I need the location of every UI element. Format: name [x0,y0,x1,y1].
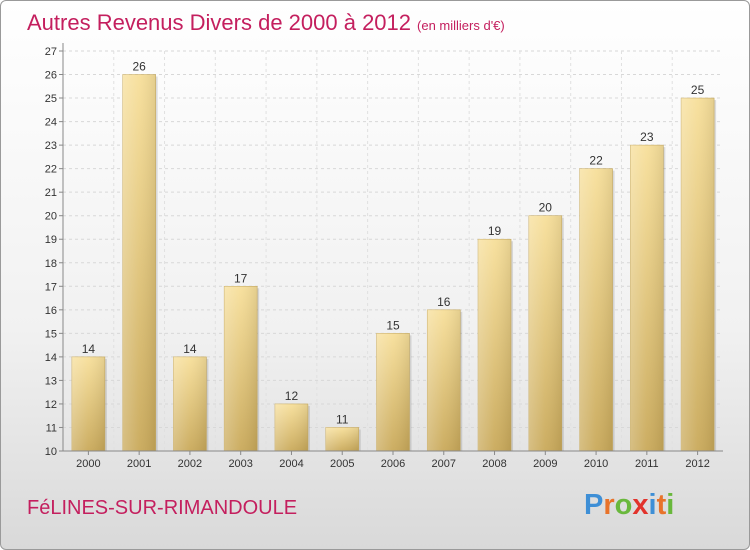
chart-subtitle: (en milliers d'€) [417,18,505,33]
y-tick-label: 16 [45,305,57,317]
brand-letter: r [603,489,615,521]
y-tick-label: 17 [45,281,57,293]
bars [71,74,717,452]
x-tick-label: 2000 [76,458,100,470]
y-tick-label: 22 [45,164,57,176]
x-tick-label: 2005 [330,458,354,470]
x-tick-label: 2009 [533,458,557,470]
y-tick-label: 24 [45,117,57,129]
y-tick-labels: 10 11 12 13 14 15 16 17 18 19 20 21 22 23 24 25 26 27 [45,46,57,458]
x-tick-label: 2008 [482,458,506,470]
value-label: 25 [691,83,705,97]
bar-highlight [122,74,156,451]
x-tick-label: 2006 [381,458,405,470]
brand-letter: P [584,489,604,521]
bar-highlight [630,145,664,451]
value-label: 11 [336,412,349,426]
bar-highlight [681,98,715,451]
y-tick-label: 19 [45,234,57,246]
bar-highlight [579,168,613,451]
y-tick-label: 23 [45,140,57,152]
axes [59,43,723,455]
bar-highlight [71,356,105,451]
x-tick-label: 2007 [432,458,456,470]
brand-letter: t [656,489,667,521]
x-tick-label: 2002 [178,458,202,470]
value-label: 23 [640,130,654,144]
bar-highlight [173,356,207,451]
chart-title-text: Autres Revenus Divers de 2000 à 2012 [27,10,412,35]
location-name: FéLINES-SUR-RIMANDOULE [27,497,298,519]
y-tick-label: 12 [45,399,57,411]
brand-letter: o [614,489,633,521]
bar-highlight [478,239,512,451]
brand-letter: i [666,489,675,521]
value-label: 14 [183,342,197,356]
brand-logo: Proxiti [584,489,674,522]
bar-highlight [274,403,308,451]
value-label: 14 [82,342,96,356]
y-tick-label: 14 [45,352,57,364]
value-label: 22 [589,154,603,168]
x-tick-label: 2010 [584,458,608,470]
y-tick-label: 27 [45,46,57,58]
brand-letter: x [632,489,649,521]
bar-highlight [376,333,410,451]
bar-highlight [224,286,258,451]
value-label: 16 [437,295,451,309]
x-tick-label: 2001 [127,458,151,470]
value-label: 12 [285,389,299,403]
value-label: 19 [488,224,502,238]
y-tick-label: 11 [46,422,57,434]
y-tick-label: 25 [45,93,57,105]
y-tick-label: 18 [45,258,57,270]
value-label: 15 [386,318,400,332]
y-tick-label: 21 [45,187,57,199]
value-label: 17 [234,271,248,285]
value-label: 20 [539,201,553,215]
bar-highlight [427,309,461,451]
brand-letter: i [648,489,657,521]
value-label: 26 [132,60,146,74]
x-tick-label: 2004 [279,458,303,470]
x-tick-label: 2003 [228,458,252,470]
bar-highlight [528,215,562,451]
value-labels: 14 26 14 17 12 11 15 16 19 20 22 23 25 [82,60,705,427]
y-tick-label: 20 [45,211,57,223]
y-tick-label: 15 [45,328,57,340]
x-tick-label: 2012 [685,458,709,470]
x-tick-labels: 2000 2001 2002 2003 2004 2005 2006 2007 2008 2009… [76,458,710,470]
x-tick-label: 2011 [635,458,659,470]
y-tick-label: 13 [45,375,57,387]
bar-highlight [325,427,359,451]
y-tick-label: 26 [45,70,57,82]
y-tick-label: 10 [45,446,57,458]
chart-title: Autres Revenus Divers de 2000 à 2012 (en … [27,10,505,36]
